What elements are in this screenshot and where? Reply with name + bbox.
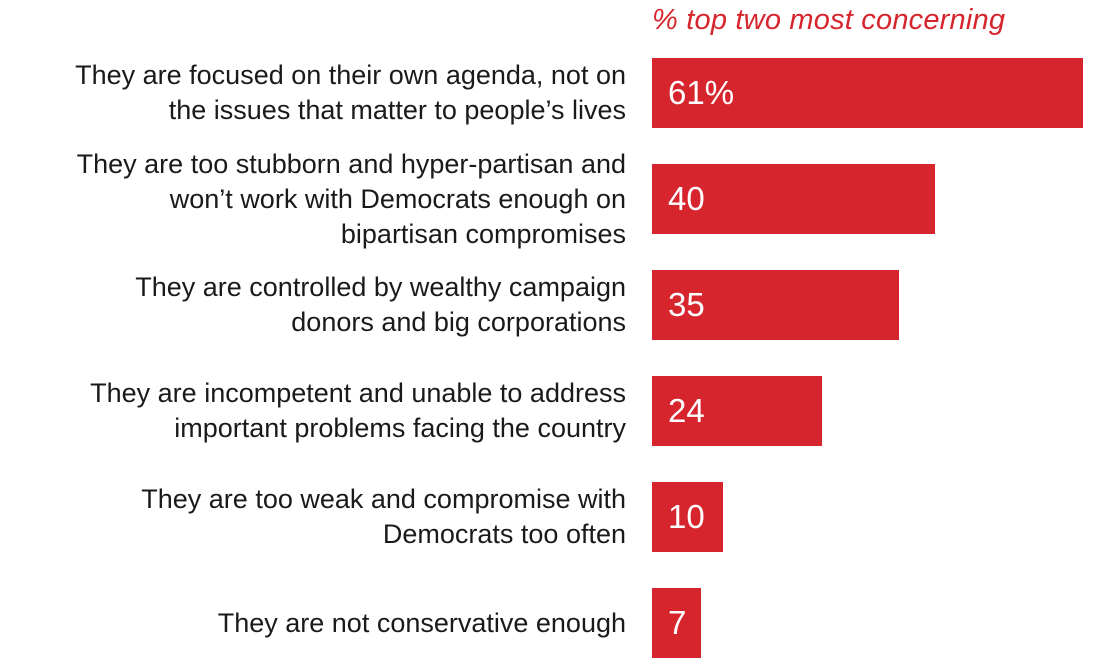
bar-value-label: 7 bbox=[668, 604, 687, 641]
category-label: They are not conservative enough bbox=[217, 607, 626, 638]
bar bbox=[652, 270, 900, 340]
bar bbox=[652, 376, 822, 446]
bar bbox=[652, 58, 1083, 128]
bar-value-label: 61% bbox=[668, 74, 735, 111]
chart-header: % top two most concerning bbox=[652, 4, 1006, 36]
bar bbox=[652, 482, 723, 552]
category-label: They are too stubborn and hyper-partisan… bbox=[76, 148, 626, 249]
bar-value-label: 35 bbox=[668, 286, 705, 323]
category-label: They are controlled by wealthy campaign … bbox=[135, 272, 626, 337]
category-label: They are incompetent and unable to addre… bbox=[90, 378, 626, 443]
bar-value-label: 40 bbox=[668, 180, 705, 217]
category-label: They are focused on their own agenda, no… bbox=[75, 60, 626, 125]
bar-value-label: 24 bbox=[668, 392, 705, 429]
bar-value-label: 10 bbox=[668, 498, 705, 535]
bar bbox=[652, 588, 702, 658]
category-label: They are too weak and compromise with De… bbox=[141, 484, 626, 549]
bar bbox=[652, 164, 935, 234]
